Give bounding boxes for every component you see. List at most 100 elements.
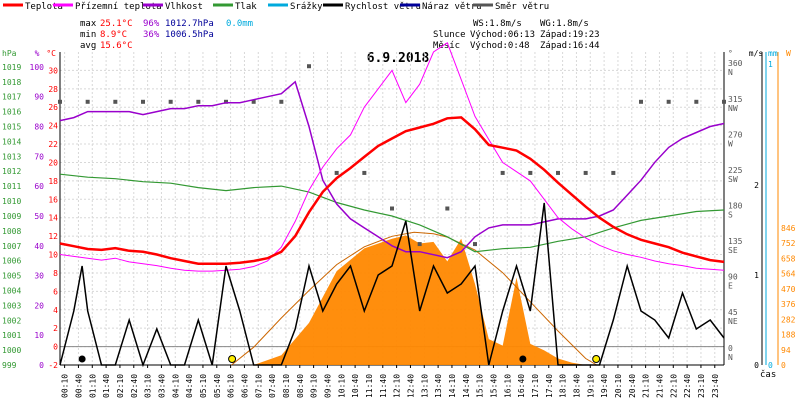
direction-tick-deg: 360 xyxy=(728,59,743,68)
hpa-tick-label: 1009 xyxy=(2,212,21,221)
hpa-tick-label: 1018 xyxy=(2,78,21,87)
wind-direction-point xyxy=(390,206,394,211)
x-tick-label: 14:10 xyxy=(448,374,457,398)
wind-direction-point xyxy=(113,99,118,104)
wind-direction-point xyxy=(362,170,367,175)
x-tick-label: 19:40 xyxy=(600,374,609,398)
solar-tick-label: 564 xyxy=(781,270,796,279)
sun-set: Západ:19:23 xyxy=(540,30,600,40)
wind-direction-point xyxy=(279,99,284,104)
sunset-marker xyxy=(592,355,601,363)
x-tick-label: 20:40 xyxy=(628,374,637,398)
direction-tick-deg: 135 xyxy=(728,237,743,246)
moon-label: Měsíc xyxy=(433,41,460,51)
stats-panel: max 25.1°C 96% 1012.7hPa 0.0mm min 8.9°C… xyxy=(80,19,253,51)
hpa-tick-label: 1004 xyxy=(2,286,21,295)
x-tick-label: 15:10 xyxy=(476,374,485,398)
wind-tick-label: 2 xyxy=(754,181,759,190)
rain-tick-label: 1 xyxy=(768,60,773,69)
celsius-tick-label: 4 xyxy=(53,306,58,315)
x-tick-label: 04:40 xyxy=(185,374,194,398)
x-tick-label: 09:10 xyxy=(310,374,319,398)
x-tick-label: 12:40 xyxy=(406,374,415,398)
hpa-tick-label: 1008 xyxy=(2,227,21,236)
x-tick-label: 12:10 xyxy=(393,374,402,398)
hpa-tick-label: 1016 xyxy=(2,108,21,117)
solar-tick-label: 94 xyxy=(781,346,791,355)
celsius-tick-label: 22 xyxy=(48,140,58,149)
stat-min-temp: 8.9°C xyxy=(100,30,127,40)
wind-wg: WG:1.8m/s xyxy=(540,19,589,29)
direction-tick-deg: 0 xyxy=(728,344,733,353)
chart-title: 6.9.2018 xyxy=(367,51,430,66)
x-tick-label: 08:40 xyxy=(296,374,305,398)
x-tick-label: 10:10 xyxy=(337,374,346,398)
x-tick-label: 16:40 xyxy=(517,374,526,398)
hpa-tick-label: 1001 xyxy=(2,331,21,340)
direction-tick-dir: N xyxy=(728,353,733,362)
moonset-marker xyxy=(519,355,527,363)
solar-tick-label: 376 xyxy=(781,300,796,309)
x-tick-label: 07:10 xyxy=(254,374,263,398)
solar-tick-label: 846 xyxy=(781,224,796,233)
direction-tick-dir: E xyxy=(728,282,733,291)
percent-tick-label: 100 xyxy=(30,63,45,72)
celsius-tick-label: 8 xyxy=(53,269,58,278)
moon-set: Západ:16:44 xyxy=(540,41,600,51)
celsius-tick-label: 0 xyxy=(53,343,58,352)
celsius-tick-label: 18 xyxy=(48,177,58,186)
legend-label: Směr větru xyxy=(495,2,549,12)
x-tick-label: 02:10 xyxy=(116,374,125,398)
legend: Teplota Přízemní teplota Vlhkost Tlak Srážky… xyxy=(3,2,549,12)
plot-area xyxy=(58,42,726,368)
x-tick-label: 21:40 xyxy=(655,374,664,398)
series-humidity-line xyxy=(59,80,725,259)
x-axis-label: čas xyxy=(760,369,776,380)
wind-ws: WS:1.8m/s xyxy=(473,19,522,29)
hpa-tick-label: 1005 xyxy=(2,272,21,281)
wind-direction-point xyxy=(639,99,643,104)
series-wind-speed-line xyxy=(59,202,725,368)
series-sun-curve xyxy=(231,231,597,366)
wind-direction-point xyxy=(334,170,339,175)
hpa-tick-label: 1011 xyxy=(2,182,21,191)
legend-label: Vlhkost xyxy=(165,2,203,12)
solar-tick-label: 188 xyxy=(781,331,796,340)
wind-direction-point xyxy=(666,99,671,104)
wind-direction-point xyxy=(85,99,90,104)
wind-direction-point xyxy=(722,99,726,104)
celsius-tick-label: 16 xyxy=(48,195,58,204)
hpa-tick-label: 1002 xyxy=(2,316,21,325)
wind-direction-point xyxy=(58,99,62,104)
percent-tick-label: 70 xyxy=(34,152,44,161)
legend-label: Přízemní teplota xyxy=(75,2,162,12)
direction-tick-dir: SW xyxy=(728,175,738,184)
moon-rise: Východ:0:48 xyxy=(470,41,530,51)
celsius-tick-label: 20 xyxy=(48,158,58,167)
direction-tick-deg: 270 xyxy=(728,130,743,139)
celsius-unit: °C xyxy=(46,49,56,58)
hpa-tick-label: 1014 xyxy=(2,137,21,146)
x-tick-label: 04:10 xyxy=(171,374,180,398)
x-tick-label: 06:10 xyxy=(227,374,236,398)
solar-unit: W xyxy=(786,49,791,58)
wind-tick-label: 0 xyxy=(754,361,759,370)
x-tick-label: 10:40 xyxy=(351,374,360,398)
x-tick-label: 17:10 xyxy=(531,374,540,398)
series-solar-area xyxy=(231,235,597,365)
x-tick-label: 16:10 xyxy=(503,374,512,398)
hpa-tick-label: 1019 xyxy=(2,63,21,72)
moonrise-marker xyxy=(78,355,86,363)
x-tick-label: 01:10 xyxy=(88,374,97,398)
axes: 00:10 00:40 01:10 01:40 02:10 02:40 03:10 03:40… xyxy=(2,49,796,398)
percent-tick-label: 10 xyxy=(34,331,44,340)
series-ground-temp-line xyxy=(59,42,725,272)
celsius-tick-label: 30 xyxy=(48,66,58,75)
hpa-tick-label: 999 xyxy=(2,361,17,370)
percent-tick-label: 0 xyxy=(39,361,44,370)
wind-direction-point xyxy=(528,170,533,175)
celsius-tick-label: 14 xyxy=(48,214,58,223)
hpa-tick-label: 1010 xyxy=(2,197,21,206)
x-tick-label: 00:10 xyxy=(61,374,70,398)
